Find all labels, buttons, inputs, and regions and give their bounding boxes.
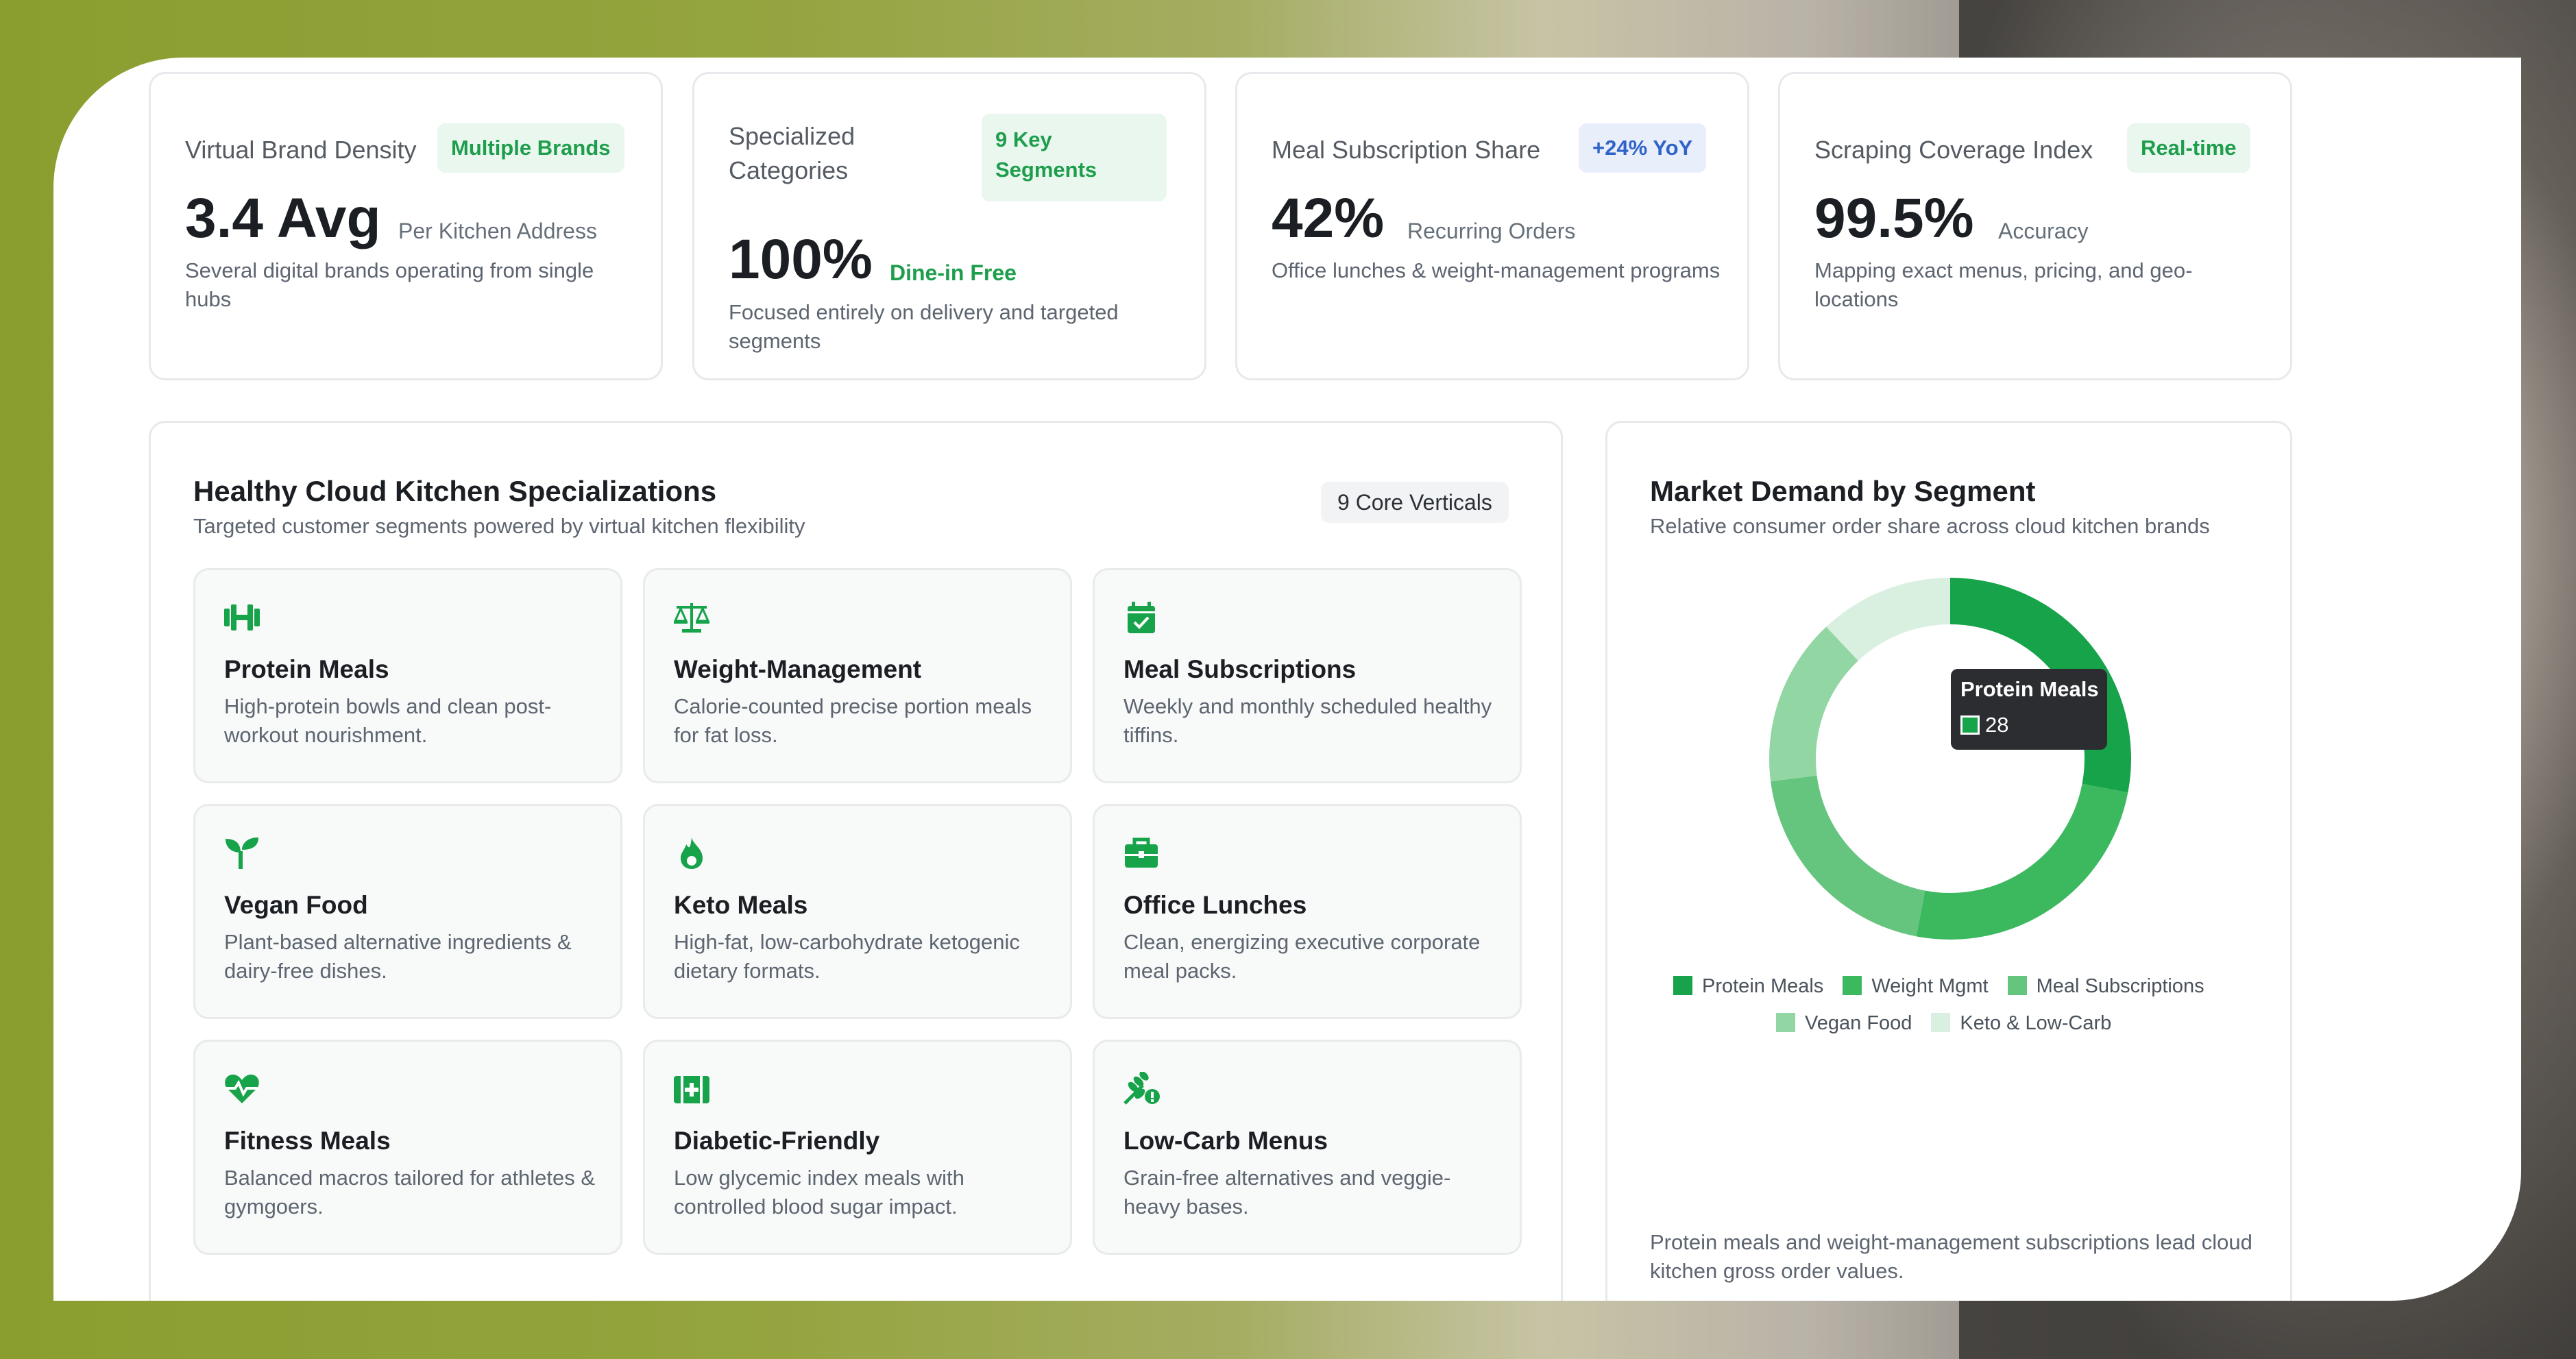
legend-item[interactable]: Keto & Low-Carb	[1931, 1009, 2111, 1037]
spec-card-weight-management[interactable]: Weight-Management Calorie-counted precis…	[643, 568, 1072, 783]
stat-card-specialized-categories: Specialized Categories 9 Key Segments 10…	[692, 72, 1206, 380]
donut-slice-vegan-food[interactable]	[1769, 626, 1858, 782]
chart-title: Market Demand by Segment	[1650, 475, 2036, 507]
stat-title: Virtual Brand Density	[185, 136, 417, 164]
spec-description: Plant-based alternative ingredients & da…	[224, 930, 572, 983]
donut-slice-keto-low-carb[interactable]	[1826, 578, 1950, 661]
flame-icon	[681, 837, 703, 869]
stat-value: 100%	[729, 228, 873, 291]
spec-description: Clean, energizing executive corporate me…	[1123, 930, 1481, 983]
dashboard-panel: Virtual Brand Density Multiple Brands 3.…	[53, 58, 2521, 1301]
spec-card-low-carb-menus[interactable]: Low-Carb Menus Grain-free alternatives a…	[1093, 1040, 1522, 1255]
legend-item[interactable]: Weight Mgmt	[1843, 972, 1989, 1000]
legend-label: Vegan Food	[1805, 1012, 1912, 1034]
chart-footnote: Protein meals and weight-management subs…	[1650, 1230, 2252, 1283]
stat-title: Specialized Categories	[729, 122, 855, 184]
seedling-icon	[226, 837, 258, 869]
calendar-check-icon	[1128, 602, 1155, 633]
chart-legend-row: Vegan Food Keto & Low-Carb	[1776, 1009, 2130, 1037]
stat-description: Focused entirely on delivery and targete…	[729, 300, 1119, 353]
stat-title: Scraping Coverage Index	[1814, 136, 2093, 164]
chart-legend-row: Protein Meals Weight Mgmt Meal Subscriptio…	[1673, 972, 2224, 1000]
chart-tooltip: Protein Meals 28	[1951, 669, 2107, 750]
stat-card-subscription-share: Meal Subscription Share +24% YoY 42% Rec…	[1235, 72, 1749, 380]
stat-badge: +24% YoY	[1579, 123, 1707, 173]
spec-name: Low-Carb Menus	[1123, 1127, 1328, 1155]
specializations-card: Healthy Cloud Kitchen Specializations Ta…	[149, 421, 1563, 1301]
spec-card-meal-subscriptions[interactable]: Meal Subscriptions Weekly and monthly sc…	[1093, 568, 1522, 783]
spec-card-vegan-food[interactable]: Vegan Food Plant-based alternative ingre…	[193, 804, 622, 1019]
stat-badge: Real-time	[2127, 123, 2250, 173]
legend-item[interactable]: Vegan Food	[1776, 1009, 1912, 1037]
spec-name: Protein Meals	[224, 655, 389, 683]
tooltip-label: Protein Meals	[1960, 677, 2099, 701]
section-title: Healthy Cloud Kitchen Specializations	[193, 475, 717, 507]
spec-description: Low glycemic index meals with controlled…	[674, 1166, 964, 1219]
section-subtitle: Targeted customer segments powered by vi…	[193, 514, 805, 538]
spec-name: Meal Subscriptions	[1123, 655, 1357, 683]
stat-suffix: Accuracy	[1998, 219, 2089, 243]
stat-value: 99.5%	[1814, 187, 1974, 249]
spec-card-office-lunches[interactable]: Office Lunches Clean, energizing executi…	[1093, 804, 1522, 1019]
legend-item[interactable]: Meal Subscriptions	[2007, 972, 2204, 1000]
stat-value: 42%	[1272, 187, 1385, 249]
legend-swatch	[1931, 1013, 1951, 1032]
legend-label: Keto & Low-Carb	[1960, 1012, 2112, 1034]
spec-card-protein-meals[interactable]: Protein Meals High-protein bowls and cle…	[193, 568, 622, 783]
stat-description: Mapping exact menus, pricing, and geo-lo…	[1814, 258, 2193, 311]
legend-label: Weight Mgmt	[1871, 975, 1989, 997]
donut-slice-weight-mgmt[interactable]	[1916, 783, 2128, 940]
spec-name: Keto Meals	[674, 891, 808, 919]
tooltip-value: 28	[1985, 713, 2009, 737]
legend-label: Meal Subscriptions	[2036, 975, 2204, 997]
stat-suffix: Dine-in Free	[890, 260, 1017, 285]
spec-card-diabetic-friendly[interactable]: Diabetic-Friendly Low glycemic index mea…	[643, 1040, 1072, 1255]
legend-label: Protein Meals	[1702, 975, 1824, 997]
tooltip-swatch	[1960, 715, 1980, 735]
legend-swatch	[1843, 976, 1862, 995]
medical-kit-icon	[674, 1076, 709, 1103]
spec-description: Weekly and monthly scheduled healthy tif…	[1123, 694, 1492, 747]
spec-name: Weight-Management	[674, 655, 922, 683]
legend-swatch	[1673, 976, 1692, 995]
legend-item[interactable]: Protein Meals	[1673, 972, 1823, 1000]
spec-card-keto-meals[interactable]: Keto Meals High-fat, low-carbohydrate ke…	[643, 804, 1072, 1019]
stat-suffix: Per Kitchen Address	[398, 219, 597, 243]
donut-chart	[1769, 578, 2131, 940]
stat-card-brand-density: Virtual Brand Density Multiple Brands 3.…	[149, 72, 663, 380]
legend-swatch	[2007, 976, 2027, 995]
market-demand-card: Market Demand by Segment Relative consum…	[1605, 421, 2292, 1301]
spec-name: Vegan Food	[224, 891, 368, 919]
wheat-off-icon	[1123, 1072, 1160, 1105]
donut-slice-meal-subscriptions[interactable]	[1771, 775, 1925, 937]
core-verticals-pill: 9 Core Verticals	[1321, 482, 1509, 523]
spec-description: Grain-free alternatives and veggie-heavy…	[1123, 1166, 1451, 1219]
spec-name: Diabetic-Friendly	[674, 1127, 880, 1155]
spec-description: High-fat, low-carbohydrate ketogenic die…	[674, 930, 1020, 983]
spec-description: Calorie-counted precise portion meals fo…	[674, 694, 1032, 747]
stat-value: 3.4 Avg	[185, 187, 381, 249]
spec-description: High-protein bowls and clean post-workou…	[224, 694, 552, 747]
spec-name: Office Lunches	[1123, 891, 1307, 919]
dumbbell-icon	[224, 604, 260, 630]
heart-pulse-icon	[225, 1075, 259, 1103]
stat-title: Meal Subscription Share	[1272, 136, 1541, 164]
spec-name: Fitness Meals	[224, 1127, 391, 1155]
stat-description: Office lunches & weight-management progr…	[1272, 258, 1721, 282]
stat-suffix: Recurring Orders	[1407, 219, 1576, 243]
stat-badge: 9 Key Segments	[982, 114, 1167, 201]
stat-badge: Multiple Brands	[437, 123, 624, 173]
spec-card-fitness-meals[interactable]: Fitness Meals Balanced macros tailored f…	[193, 1040, 622, 1255]
scale-icon	[673, 603, 710, 633]
legend-swatch	[1776, 1013, 1795, 1032]
briefcase-icon	[1125, 837, 1158, 868]
stat-description: Several digital brands operating from si…	[185, 258, 594, 311]
chart-subtitle: Relative consumer order share across clo…	[1650, 514, 2210, 538]
spec-description: Balanced macros tailored for athletes & …	[224, 1166, 596, 1219]
stat-card-scraping-coverage: Scraping Coverage Index Real-time 99.5% …	[1778, 72, 2292, 380]
